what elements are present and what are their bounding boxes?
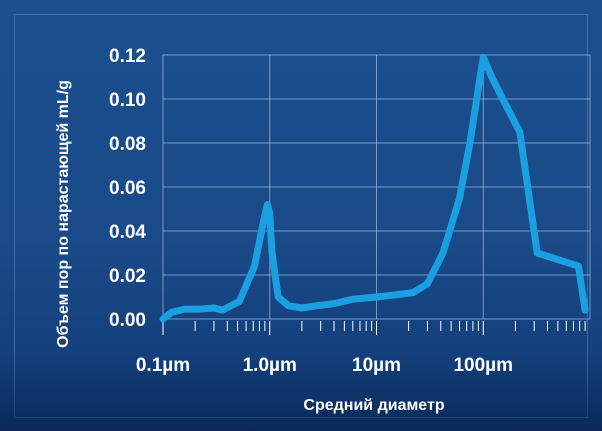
grid <box>162 54 591 320</box>
series-line <box>159 53 589 323</box>
y-tick-label: 0.08 <box>109 134 146 155</box>
background-shade <box>0 351 602 431</box>
x-minor-ticks <box>162 321 586 335</box>
y-tick-label: 0.06 <box>109 178 146 199</box>
y-tick-label: 0.04 <box>109 222 146 243</box>
y-tick-labels: 0.00 0.02 0.04 0.06 0.08 0.10 0.12 <box>109 46 146 331</box>
x-tick-label: 1.0µm <box>243 355 297 376</box>
x-tick-label: 0.1µm <box>136 355 190 376</box>
x-tick-labels: 0.1µm 1.0µm 10µm 100µm <box>136 355 513 376</box>
y-tick-label: 0.12 <box>109 46 146 67</box>
y-tick-label: 0.10 <box>109 90 146 111</box>
x-tick-label: 100µm <box>453 355 513 376</box>
x-axis-title: Средний диаметр <box>303 397 444 414</box>
x-tick-label: 10µm <box>352 355 401 376</box>
y-tick-label: 0.00 <box>109 310 146 331</box>
y-tick-label: 0.02 <box>109 266 146 287</box>
y-axis-title: Объем пор по нарастающей mL/g <box>55 80 72 348</box>
